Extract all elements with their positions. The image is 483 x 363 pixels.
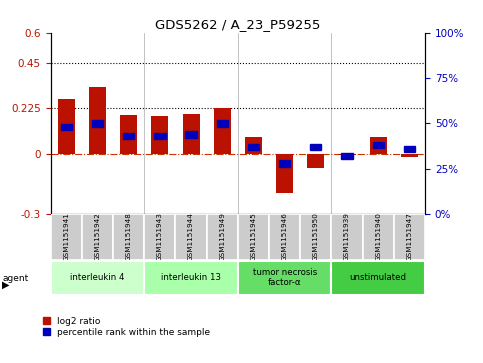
Bar [151,117,169,154]
Text: GSM1151940: GSM1151940 [375,212,381,261]
Title: GDS5262 / A_23_P59255: GDS5262 / A_23_P59255 [155,19,321,32]
Bar [307,154,325,168]
Bar [276,154,293,193]
Bar [51,261,144,295]
Bar [404,146,415,152]
Bar [248,144,259,150]
Bar [92,120,103,127]
Bar [331,261,425,295]
Text: GSM1151942: GSM1151942 [95,212,100,261]
Bar [394,214,425,260]
Text: agent: agent [2,274,28,283]
Bar [120,115,137,154]
Bar [82,214,113,260]
Bar [144,261,238,295]
Bar [207,214,238,260]
Text: GSM1151939: GSM1151939 [344,212,350,261]
Text: GSM1151944: GSM1151944 [188,212,194,261]
Text: interleukin 4: interleukin 4 [70,273,125,282]
Bar [269,214,300,260]
Bar [183,114,199,154]
Bar [217,120,228,127]
Bar [213,108,231,154]
Bar [245,136,262,154]
Bar [123,133,134,139]
Bar [373,142,384,148]
Text: GSM1151946: GSM1151946 [282,212,288,261]
Bar [61,124,72,130]
Text: GSM1151943: GSM1151943 [157,212,163,261]
Bar [185,131,197,138]
Text: GSM1151950: GSM1151950 [313,212,319,261]
Legend: log2 ratio, percentile rank within the sample: log2 ratio, percentile rank within the s… [43,317,210,337]
Text: GSM1151941: GSM1151941 [63,212,70,261]
Text: GSM1151949: GSM1151949 [219,212,225,261]
Text: interleukin 13: interleukin 13 [161,273,221,282]
Bar [331,214,363,260]
Bar [363,214,394,260]
Text: tumor necrosis
factor-α: tumor necrosis factor-α [253,268,317,287]
Bar [341,153,353,159]
Bar [238,214,269,260]
Bar [175,214,207,260]
Bar [369,136,387,154]
Text: GSM1151947: GSM1151947 [406,212,412,261]
Bar [300,214,331,260]
Text: ▶: ▶ [2,280,10,290]
Text: unstimulated: unstimulated [350,273,407,282]
Bar [58,99,75,154]
Bar [89,87,106,154]
Bar [238,261,331,295]
Bar [279,160,290,167]
Bar [144,214,175,260]
Bar [401,154,418,157]
Bar [339,154,355,155]
Bar [310,144,322,150]
Bar [51,214,82,260]
Text: GSM1151948: GSM1151948 [126,212,132,261]
Bar [154,133,166,139]
Bar [113,214,144,260]
Text: GSM1151945: GSM1151945 [251,212,256,261]
